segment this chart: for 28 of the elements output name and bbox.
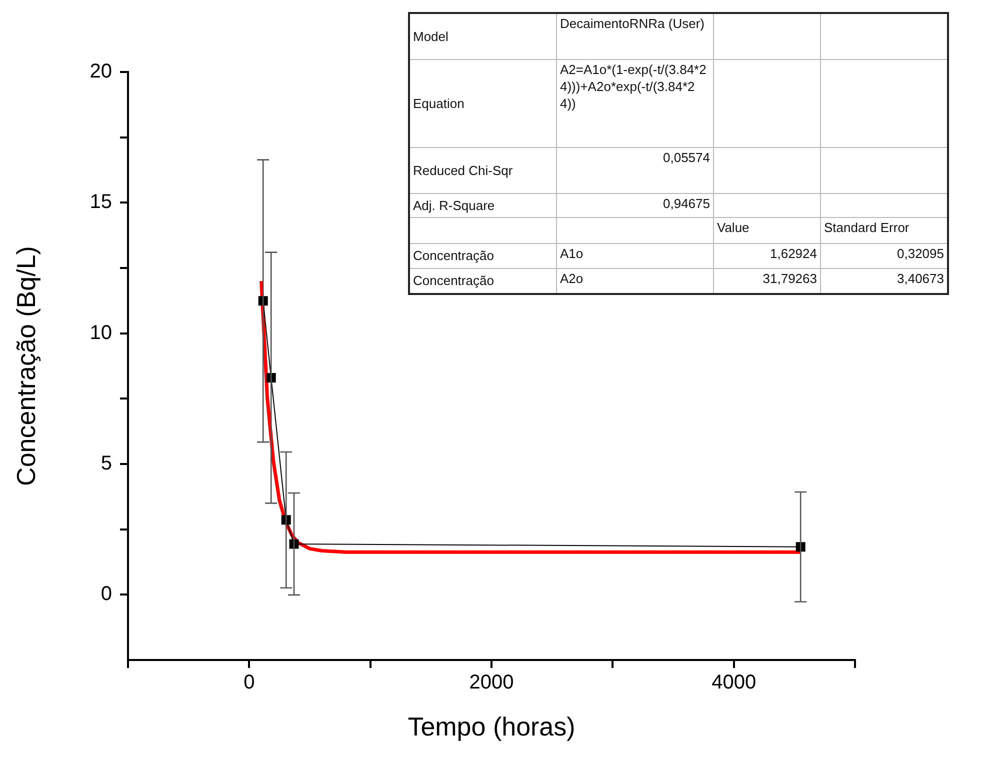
annotation: 0,94675 xyxy=(663,196,710,210)
y-tick-label: 15 xyxy=(90,191,112,214)
y-tick-label: 0 xyxy=(100,583,112,606)
x-tick-label: 4000 xyxy=(712,672,756,694)
x-tick-label: 2000 xyxy=(469,672,514,694)
annotation: Value xyxy=(717,220,750,234)
annotation: A2=A1o*(1-exp(-t/(3.84*24)))+A2o*exp(-t/(3.84*24)) xyxy=(560,62,706,110)
annotation: Concentração xyxy=(413,248,494,263)
annotation: Adj. R-Square xyxy=(413,198,495,212)
annotation: A1o xyxy=(560,246,584,260)
y-tick-label: 20 xyxy=(90,60,112,83)
annotation: 31,79263 xyxy=(762,270,817,286)
annotation: A2o xyxy=(560,270,584,286)
annotation: 1,62924 xyxy=(770,246,817,260)
y-tick-label: 5 xyxy=(100,452,112,475)
x-tick-label: 0 xyxy=(244,672,255,694)
x-axis-title: Tempo (horas) xyxy=(408,712,576,742)
annotation: Equation xyxy=(413,96,464,110)
text: 0,32095 xyxy=(897,246,944,260)
text: 3,40673 xyxy=(897,270,944,286)
text: Model xyxy=(413,28,448,44)
y-axis-title: Concentração (Bq/L) xyxy=(10,246,41,486)
y-tick-label: 10 xyxy=(90,322,112,344)
annotation: Concentração xyxy=(413,273,494,288)
annotation: Reduced Chi-Sqr xyxy=(413,162,513,178)
text: DecaimentoRNRa (User) xyxy=(560,16,704,31)
annotation: Standard Error xyxy=(824,220,910,234)
annotation: 0,05574 xyxy=(663,150,710,164)
